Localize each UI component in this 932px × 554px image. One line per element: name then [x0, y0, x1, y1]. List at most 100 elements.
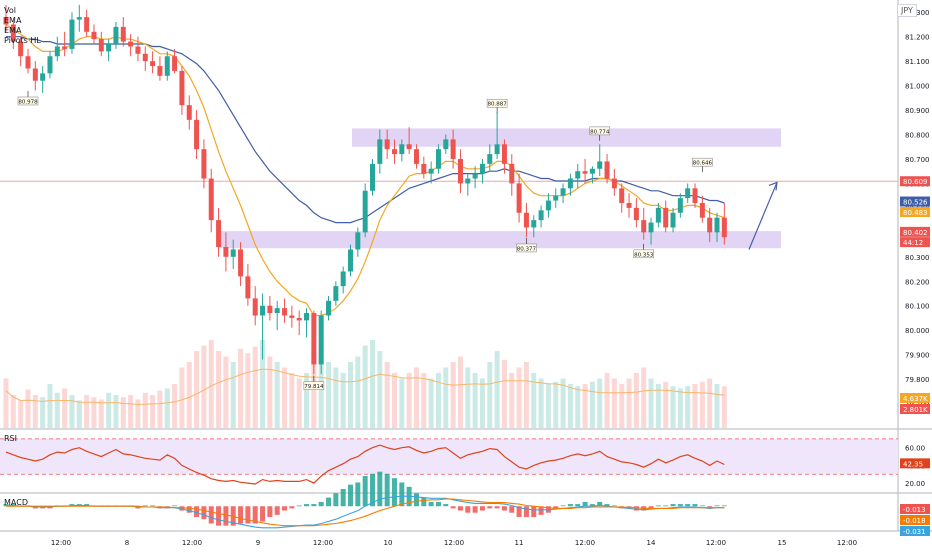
volume-bar	[25, 389, 31, 428]
volume-bar	[370, 340, 375, 428]
volume-bar	[384, 362, 390, 428]
price-tick-label: 79.800	[905, 376, 930, 384]
macd-histogram-bar	[370, 473, 375, 507]
candle-body	[216, 220, 222, 248]
volume-bar	[150, 395, 156, 428]
candle-body	[707, 217, 713, 233]
macd-histogram-bar	[582, 501, 588, 507]
pivot-label-box	[303, 381, 325, 390]
price-tick-label: 81.200	[905, 34, 930, 42]
legend-item-pivots[interactable]: Pivots HL	[4, 36, 41, 45]
pivot-label: 80.377	[517, 246, 537, 252]
price-label-tag	[900, 176, 930, 187]
volume-bar	[589, 381, 595, 428]
candle-body	[450, 139, 456, 159]
candle-body	[465, 178, 471, 184]
price-tick-label: 80.900	[905, 107, 930, 115]
indicator-legend: Vol EMA EMA Pivots HL	[4, 6, 41, 46]
time-tick-label: 14	[647, 539, 656, 547]
volume-bar	[289, 373, 295, 428]
candle-body	[516, 183, 522, 213]
candle-body	[413, 149, 419, 164]
volume-bar	[604, 373, 610, 428]
volume-bar	[633, 373, 639, 428]
macd-histogram-bar	[296, 505, 302, 507]
time-tick-label: 8	[125, 539, 129, 547]
volume-bar	[186, 362, 192, 428]
volume-bar	[76, 400, 82, 428]
volume-bar	[172, 384, 178, 428]
candle-body	[531, 220, 537, 228]
time-tick-label: 12:00	[51, 539, 71, 547]
volume-bar	[509, 373, 515, 428]
price-tick-label: 80.800	[905, 132, 930, 140]
price-label-tag	[900, 207, 930, 218]
volume-bar	[267, 356, 273, 428]
price-label-text: 80.402	[903, 229, 928, 237]
volume-bar	[641, 367, 647, 428]
volume-bar	[575, 386, 581, 428]
macd-histogram-bar	[611, 505, 617, 507]
volume-bar	[142, 392, 148, 428]
trend-arrow-head	[768, 181, 778, 191]
rsi-pane-label: RSI	[4, 434, 17, 443]
support-resistance-zone	[218, 231, 781, 249]
candle-body	[655, 207, 661, 223]
candle-body	[494, 144, 500, 155]
pivot-label-box	[692, 157, 713, 167]
candle-body	[406, 144, 412, 150]
volume-bar	[274, 362, 280, 428]
rsi-tick-label: 20.00	[905, 480, 925, 488]
candle-body	[62, 46, 68, 49]
volume-bar	[626, 378, 632, 428]
macd-histogram-bar	[377, 471, 383, 507]
volume-label-text: 4.637K	[903, 395, 928, 403]
price-tick-label: 80.000	[905, 327, 930, 335]
candle-body	[348, 249, 354, 272]
candle-body	[619, 188, 625, 203]
candle-body	[267, 305, 273, 314]
macd-histogram-bar	[348, 484, 354, 507]
macd-histogram-bar	[282, 506, 288, 511]
macd-histogram-bar	[523, 506, 529, 518]
macd-histogram-bar	[201, 506, 207, 520]
macd-histogram-bar	[142, 505, 148, 507]
candle-body	[714, 217, 720, 233]
macd-histogram-bar	[655, 505, 661, 507]
candle-body	[194, 119, 200, 150]
macd-histogram-bar	[391, 478, 397, 507]
time-tick-label: 12:00	[837, 539, 857, 547]
volume-bar	[208, 340, 214, 428]
volume-bar	[399, 378, 405, 428]
volume-bar	[296, 378, 302, 428]
volume-bar	[216, 351, 222, 428]
candle-body	[128, 41, 134, 47]
candle-body	[384, 139, 390, 150]
price-tick-label: 80.200	[905, 278, 930, 286]
legend-item-ema-fast[interactable]: EMA	[4, 16, 22, 25]
macd-histogram-bar	[260, 506, 266, 522]
rsi-value-text: 42.35	[903, 460, 923, 468]
volume-bar	[318, 356, 324, 428]
legend-item-vol[interactable]: Vol	[4, 6, 16, 15]
candle-body	[47, 56, 53, 74]
volume-bar	[3, 378, 9, 428]
pivot-label-box	[17, 96, 39, 106]
candle-body	[40, 73, 46, 81]
volume-bar	[707, 378, 713, 428]
legend-item-ema-slow[interactable]: EMA	[4, 26, 22, 35]
candle-body	[172, 56, 178, 71]
volume-label-tag	[900, 404, 930, 414]
candle-body	[10, 24, 16, 42]
macd-histogram-bar	[355, 482, 361, 507]
candle-body	[692, 188, 698, 203]
macd-histogram-bar	[714, 505, 720, 507]
volume-bar	[47, 384, 53, 428]
candle-body	[648, 222, 654, 233]
volume-bar	[435, 373, 441, 428]
volume-bar	[428, 378, 434, 428]
candle-body	[340, 271, 346, 287]
macd-histogram-bar	[597, 501, 603, 507]
